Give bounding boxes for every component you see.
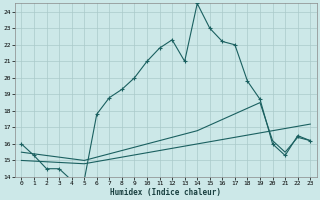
X-axis label: Humidex (Indice chaleur): Humidex (Indice chaleur) [110, 188, 221, 197]
